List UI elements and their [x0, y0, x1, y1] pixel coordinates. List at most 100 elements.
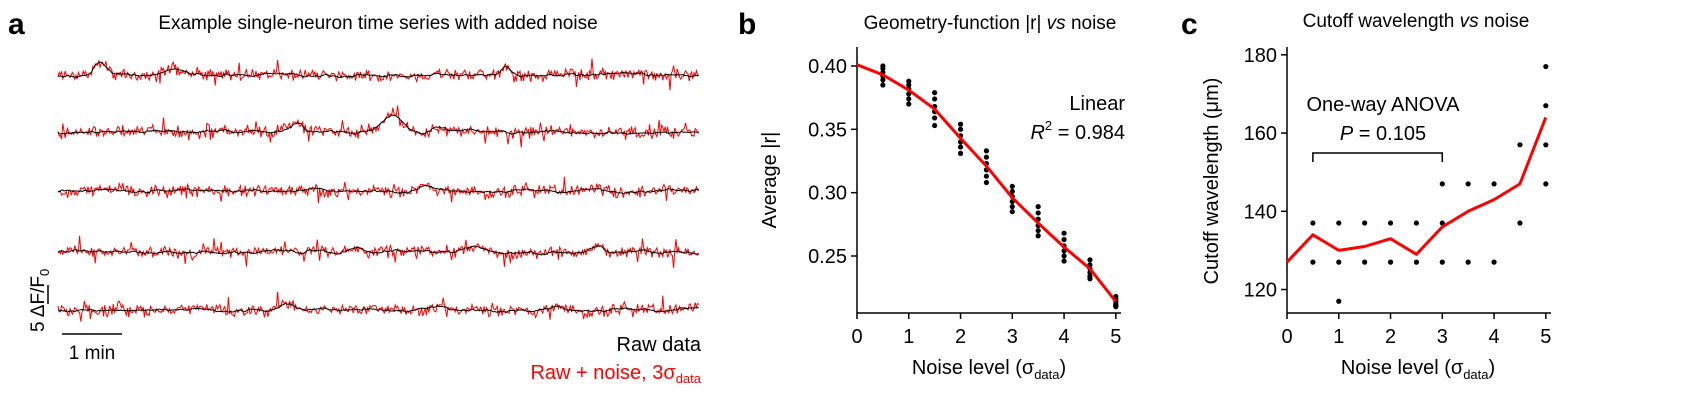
panel-c-x-tick-label: 4 [1488, 326, 1499, 348]
trace-noisy-4 [57, 235, 700, 268]
panel-c-data-point [1543, 142, 1549, 148]
panel-a-title: Example single-neuron time series with a… [158, 13, 597, 34]
panel-b-y-label: Average |r| [759, 132, 781, 229]
panel-b-y-tick-label: 0.35 [808, 119, 847, 141]
panel-c-data-point [1336, 298, 1342, 304]
panel-b-data-point [957, 126, 964, 132]
panel-b-data-point [1035, 233, 1041, 239]
panel-c-data-point [1465, 181, 1471, 187]
panel-c-x-tick-label: 1 [1333, 326, 1344, 348]
panel-c-data-point [1439, 181, 1445, 187]
panel-c-y-tick-label: 120 [1244, 280, 1277, 302]
panel-c-letter: c [1181, 8, 1198, 41]
panel-b-data-point [1035, 228, 1041, 234]
panel-b-data-point [906, 82, 912, 88]
panel-b-x-tick-label: 2 [955, 326, 966, 348]
panel-c-data-point [1491, 259, 1497, 265]
panel-c-x-tick-label: 0 [1281, 326, 1292, 348]
trace-raw-1 [57, 61, 699, 78]
trace-group [57, 58, 700, 322]
panel-b-data-point [983, 154, 990, 160]
trace-noisy-3 [57, 176, 700, 204]
panel-b-data-point [906, 78, 912, 84]
panel-b-letter: b [738, 8, 756, 41]
panel-c-annotation-line2: P = 0.105 [1340, 123, 1426, 145]
panel-b-data-point [880, 77, 886, 83]
panel-b-y-tick-label: 0.30 [808, 183, 847, 205]
panel-b-data-point [1035, 204, 1041, 210]
panel-c-anova-bracket [1312, 152, 1444, 162]
panel-c-data-point [1362, 259, 1368, 265]
scalebar-y-label: 5 ΔF/F0 [28, 269, 52, 332]
panel-b-data-point [1009, 204, 1015, 210]
panel-b-data-point [983, 148, 990, 154]
panel-c-data-point [1310, 259, 1316, 265]
panel-c-plot: 0 1 2 3 4 5 120 140 160 180 Cutoff wavelength (μm)… [1201, 45, 1551, 382]
panel-b-data-point [983, 173, 990, 179]
panel-c-x-label: Noise level (σdata) [1341, 357, 1495, 382]
panel-c-data-point [1439, 259, 1445, 265]
panel-a: a Example single-neuron time series with… [8, 8, 702, 386]
panel-b-data-point [1009, 183, 1015, 189]
panel-c-data-point [1517, 142, 1523, 148]
panel-b-fit-line [856, 63, 1117, 303]
panel-b-data-point [1061, 258, 1067, 264]
panel-b-y-tick-label: 0.25 [808, 246, 847, 268]
panel-b-x-tick-label: 5 [1110, 326, 1121, 348]
panel-c-y-label: Cutoff wavelength (μm) [1201, 78, 1223, 285]
panel-c-y-tick-label: 160 [1244, 123, 1277, 145]
panel-c-data-point [1543, 63, 1549, 70]
panel-b-x-tick-label: 1 [903, 326, 914, 348]
panel-b-data-point [1113, 304, 1119, 310]
legend-raw-label: Raw data [617, 334, 702, 356]
panel-c-data-point [1387, 220, 1394, 226]
panel-b-data-point [880, 65, 886, 72]
panel-b-data-point [957, 121, 964, 127]
panel-c-data-point [1336, 220, 1342, 226]
trace-raw-4 [57, 245, 699, 256]
panel-c-data-point [1439, 220, 1445, 226]
panel-b-data-point [932, 96, 938, 102]
panel-b-annotation-line2: R2 = 0.984 [1030, 118, 1125, 144]
panel-b-x-tick-label: 3 [1007, 326, 1018, 348]
panel-b-data-point [932, 122, 938, 129]
panel-c: c Cutoff wavelength vs noise 0 1 2 3 4 5 120 14… [1181, 8, 1551, 382]
panel-c-x-tick-label: 3 [1437, 326, 1448, 348]
panel-c-annotation-line1: One-way ANOVA [1306, 94, 1460, 116]
panel-b-data-point [932, 90, 938, 96]
panel-c-data-point [1336, 259, 1342, 265]
panel-b-plot: 0 1 2 3 4 5 0.25 0.30 0.35 0.40 Average |r| Noise l… [759, 47, 1121, 382]
trace-raw-2 [57, 114, 699, 135]
panel-c-data-point [1362, 220, 1368, 226]
panel-b-data-point [1009, 188, 1015, 194]
panel-b-data-point [880, 82, 886, 88]
panel-b-data-point [957, 150, 964, 156]
panel-c-data-point [1413, 259, 1420, 265]
panel-c-title: Cutoff wavelength vs noise [1303, 11, 1530, 32]
panel-b-data-point [1087, 276, 1093, 282]
panel-b: b Geometry-function |r| vs noise 0 1 2 3 4 50… [738, 8, 1125, 382]
panel-c-data-point [1517, 220, 1523, 226]
panel-b-data-point [932, 115, 938, 121]
panel-c-x-tick-label: 2 [1385, 326, 1396, 348]
panel-b-data-point [983, 179, 990, 186]
panel-c-data-point [1543, 103, 1549, 109]
panel-b-data-point [906, 101, 912, 107]
panel-b-data-point [1009, 209, 1015, 215]
panel-b-data-point [1087, 257, 1093, 263]
panel-c-data-point [1543, 181, 1549, 187]
panel-b-data-point [1061, 236, 1067, 243]
panel-c-data-point [1413, 220, 1420, 226]
legend-noise-label: Raw + noise, 3σdata [530, 362, 701, 386]
panel-b-x-label: Noise level (σdata) [912, 357, 1066, 382]
trace-raw-3 [57, 184, 699, 195]
panel-c-data-point [1310, 220, 1316, 226]
panel-b-title: Geometry-function |r| vs noise [864, 13, 1117, 34]
panel-b-data-point [1061, 230, 1067, 236]
panel-b-annotation-line1: Linear [1069, 93, 1125, 115]
trace-raw-5 [57, 303, 699, 314]
panel-c-data-point [1465, 259, 1471, 265]
panel-c-y-tick-label: 180 [1244, 45, 1277, 67]
panel-b-x-tick-label: 0 [851, 326, 862, 348]
